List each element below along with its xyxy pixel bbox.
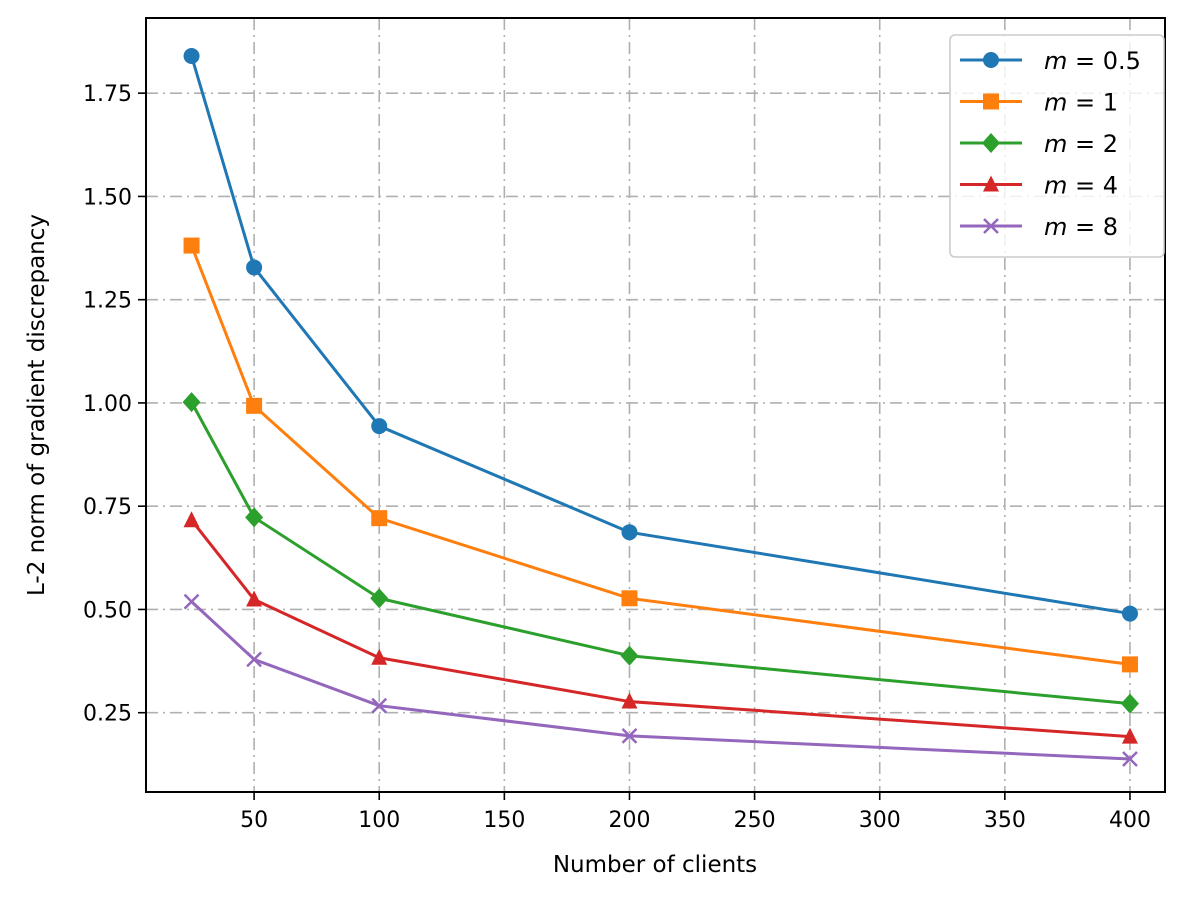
data-point: [371, 697, 388, 714]
y-tick-label: 1.25: [83, 289, 132, 314]
data-point: [1121, 605, 1138, 622]
legend-label: m = 2: [1044, 130, 1118, 158]
ticks: 50 100 150 200 250 300 350 400 0.25 0.50 0.75 1.00 1…: [83, 82, 1151, 833]
data-point: [182, 392, 201, 413]
series-line: [190, 245, 1131, 666]
legend-item: m = 4: [960, 172, 1118, 200]
x-tick-label: 250: [734, 808, 776, 833]
x-axis-label: Number of clients: [553, 852, 757, 878]
legend-marker: [983, 175, 999, 192]
x-tick-label: 200: [608, 808, 650, 833]
legend-item: m = 2: [960, 130, 1118, 158]
y-tick-label: 1.75: [83, 82, 132, 107]
y-axis-label: L-2 norm of gradient discrepancy: [24, 214, 50, 596]
legend-label: m = 1: [1044, 89, 1118, 117]
legend-label: m = 4: [1044, 172, 1118, 200]
data-point: [183, 47, 200, 64]
series-circle: [183, 47, 1138, 622]
y-tick-label: 0.75: [83, 495, 132, 520]
x-tick-label: 350: [984, 808, 1026, 833]
data-point: [183, 593, 200, 610]
data-point: [621, 524, 638, 541]
series-x: [183, 593, 1138, 767]
legend-item: m = 1: [960, 89, 1118, 117]
data-point: [246, 651, 262, 668]
series-diamond: [182, 392, 1139, 714]
legend-marker: [982, 133, 1000, 153]
series-line: [190, 519, 1131, 739]
series-square: [183, 237, 1138, 673]
data-point: [371, 418, 388, 435]
x-tick-label: 400: [1109, 808, 1151, 833]
data-point: [621, 727, 638, 744]
data-point: [1121, 656, 1138, 673]
series-line: [190, 401, 1131, 706]
data-point: [620, 645, 639, 666]
data-point: [183, 511, 200, 528]
plot-frame: [145, 17, 1166, 793]
x-tick-label: 150: [483, 808, 525, 833]
data-point: [370, 588, 389, 609]
series-triangle: [183, 511, 1138, 744]
legend-item: m = 8: [960, 213, 1118, 241]
data-point: [246, 590, 263, 607]
x-tick-label: 100: [358, 808, 400, 833]
legend-item: m = 0.5: [960, 47, 1141, 75]
legend-marker: [983, 93, 999, 110]
y-tick-label: 1.00: [83, 392, 132, 417]
data-point: [1120, 693, 1139, 714]
data-point: [621, 590, 638, 607]
x-tick-label: 50: [240, 808, 268, 833]
data-point: [245, 507, 264, 528]
data-point: [1122, 751, 1138, 767]
data-point: [246, 397, 263, 414]
series-line: [190, 600, 1131, 761]
legend-label: m = 0.5: [1044, 47, 1141, 75]
data-point: [371, 648, 388, 665]
data-point: [371, 510, 388, 527]
series-group: [182, 47, 1139, 767]
legend-label: m = 8: [1044, 213, 1118, 241]
x-tick-label: 300: [859, 808, 901, 833]
legend-box: [949, 34, 1165, 258]
y-tick-label: 0.50: [83, 598, 132, 623]
y-tick-label: 1.50: [83, 185, 132, 210]
legend: m = 0.5 m = 1 m = 2 m = 4 m = 8: [949, 34, 1165, 258]
data-point: [183, 237, 200, 254]
data-point: [621, 692, 638, 709]
data-point: [1121, 727, 1138, 744]
legend-marker: [983, 218, 999, 234]
y-tick-label: 0.25: [83, 702, 132, 727]
data-point: [246, 259, 263, 276]
legend-marker: [983, 52, 999, 68]
